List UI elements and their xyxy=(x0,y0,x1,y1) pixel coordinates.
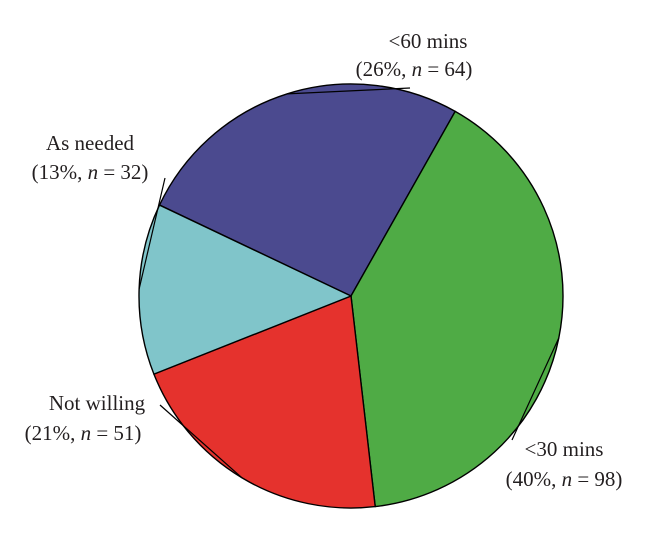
label-lt30-stats: (40%, n = 98) xyxy=(506,467,623,491)
label-asneeded-stats: (13%, n = 32) xyxy=(32,160,149,184)
leader-notwilling xyxy=(159,404,243,479)
label-notwilling-name: Not willing xyxy=(49,391,146,415)
label-asneeded-n: 32 xyxy=(120,160,141,184)
leader-lt30 xyxy=(511,337,560,441)
label-notwilling-percent: 21 xyxy=(32,421,53,445)
label-notwilling-n: 51 xyxy=(113,421,134,445)
label-lt60-n: 64 xyxy=(444,57,466,81)
label-lt30-percent: 40 xyxy=(513,467,534,491)
label-lt60-stats: (26%, n = 64) xyxy=(356,57,473,81)
leader-lines xyxy=(138,87,560,479)
label-lt60-name: <60 mins xyxy=(389,29,468,53)
slice-labels: <60 mins (26%, n = 64) As needed (13%, n… xyxy=(25,29,623,491)
pie-slices xyxy=(138,83,564,509)
label-lt30-name: <30 mins xyxy=(525,437,604,461)
slice-lt30 xyxy=(350,110,564,508)
label-notwilling-stats: (21%, n = 51) xyxy=(25,421,142,445)
label-lt30-n: 98 xyxy=(594,467,615,491)
label-lt60-percent: 26 xyxy=(363,57,384,81)
leader-lt60 xyxy=(286,87,411,95)
label-asneeded-name: As needed xyxy=(46,131,135,155)
leader-asneeded xyxy=(138,177,166,290)
label-asneeded-percent: 13 xyxy=(39,160,60,184)
